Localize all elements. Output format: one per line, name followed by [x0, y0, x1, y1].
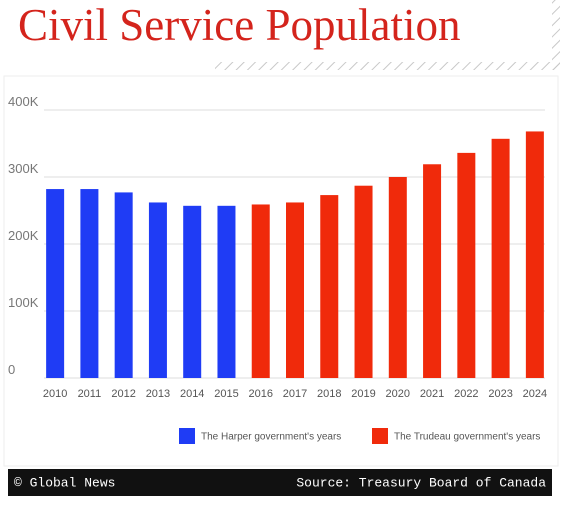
bar	[320, 195, 339, 378]
legend-label: The Harper government's years	[201, 432, 341, 443]
bar	[251, 204, 270, 378]
y-tick-label: 400K	[8, 94, 39, 109]
x-tick-label: 2014	[180, 388, 204, 400]
bar	[491, 138, 510, 378]
bar	[354, 185, 373, 378]
y-tick-label: 100K	[8, 295, 39, 310]
x-tick-label: 2022	[454, 388, 478, 400]
y-tick-label: 300K	[8, 161, 39, 176]
source: Source: Treasury Board of Canada	[296, 475, 546, 490]
x-tick-label: 2010	[43, 388, 67, 400]
bar	[423, 164, 442, 378]
y-tick-label: 200K	[8, 228, 39, 243]
x-tick-label: 2018	[317, 388, 341, 400]
x-tick-label: 2023	[488, 388, 512, 400]
x-tick-label: 2015	[214, 388, 238, 400]
bar	[457, 152, 476, 378]
x-tick-label: 2012	[111, 388, 135, 400]
x-tick-label: 2021	[420, 388, 444, 400]
y-tick-label: 0	[8, 362, 15, 377]
x-tick-label: 2019	[351, 388, 375, 400]
bar	[183, 205, 202, 378]
x-tick-label: 2020	[386, 388, 410, 400]
bar	[80, 189, 99, 378]
footer-bar	[8, 469, 552, 496]
legend-label: The Trudeau government's years	[394, 432, 540, 443]
decor-hatch	[215, 62, 560, 70]
chart-title: Civil Service Population	[18, 0, 460, 50]
bar	[217, 205, 236, 378]
bar	[148, 202, 167, 378]
bar	[114, 192, 133, 378]
bar	[46, 189, 65, 378]
legend-swatch	[372, 428, 388, 444]
x-tick-label: 2011	[78, 388, 102, 400]
credit: © Global News	[14, 475, 115, 490]
x-tick-label: 2013	[146, 388, 170, 400]
bar	[388, 177, 407, 378]
decor-hatch	[552, 0, 560, 70]
legend-swatch	[179, 428, 195, 444]
x-tick-label: 2024	[523, 388, 547, 400]
x-tick-label: 2017	[283, 388, 307, 400]
bar	[286, 202, 304, 378]
x-tick-label: 2016	[248, 388, 272, 400]
bar	[525, 131, 544, 378]
